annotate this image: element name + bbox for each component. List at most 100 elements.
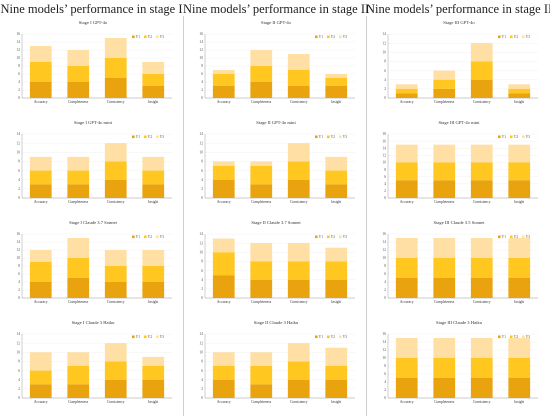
y-tick-label: 6 [18,369,20,373]
x-tick-label: Accuracy [34,400,48,404]
bar-segment [67,366,90,385]
bar-segment [508,180,531,198]
y-tick-label: 14 [16,332,20,336]
bar-segment [433,162,456,181]
y-tick-label: 10 [199,150,203,154]
bar-segment [212,74,235,86]
legend-swatch [498,335,501,339]
bar-segment [433,180,456,198]
bar-segment [508,258,531,278]
bar-segment [142,356,165,366]
bar-segment [508,278,531,298]
bar-segment [325,379,348,398]
y-tick-label: 6 [384,175,386,179]
y-tick-label: 14 [382,340,386,344]
bar-segment [287,179,310,198]
bar-segment [67,258,90,278]
y-tick-label: 0 [18,396,20,400]
legend-label: Y2 [514,235,519,239]
x-tick-label: Accuracy [217,300,231,304]
y-tick-label: 4 [18,178,20,182]
y-tick-label: 2 [384,189,386,193]
bar-segment [142,170,165,185]
legend-swatch [522,35,525,39]
bar-segment [142,184,165,198]
bar-segment [325,170,348,185]
x-tick-label: Accuracy [217,100,231,104]
chart-panel: Stage I Claude 3.7 Sonnet Y1 Y2 Y3 0 2 4 6 8 10 12… [0,216,183,316]
x-tick-label: Completeness [251,400,272,404]
legend-label: Y3 [160,335,165,339]
bar-segment [250,243,273,262]
chart-title: Stage I GPT-4o mini [74,120,113,125]
bar-segment [508,378,531,398]
chart-title: Stage I Claude 3.7 Sonnet [69,220,118,225]
x-tick-label: Insight [148,100,158,104]
y-tick-label: 2 [18,187,20,191]
bar-segment [142,62,165,74]
y-tick-label: 10 [16,56,20,60]
bar-segment [325,78,348,86]
y-tick-label: 8 [18,160,20,164]
bar-segment [470,238,493,258]
y-tick-label: 12 [382,154,386,158]
y-tick-label: 12 [16,48,20,52]
legend-swatch [156,335,159,339]
bar-segment [325,86,348,98]
x-tick-label: Completeness [68,300,89,304]
bar-segment [433,378,456,398]
y-tick-label: 6 [18,169,20,173]
legend-label: Y3 [343,335,348,339]
bar-segment [325,74,348,78]
x-tick-label: Insight [514,300,524,304]
y-tick-label: 8 [201,260,203,264]
legend-label: Y3 [343,35,348,39]
chart-title: Stage III Claude 3 Haiku [436,320,483,325]
legend-label: Y3 [160,135,165,139]
y-tick-label: 4 [201,80,203,84]
x-tick-label: Consistency [107,400,125,404]
bar-segment [29,46,52,62]
legend-label: Y1 [136,35,141,39]
bar-segment [104,58,127,78]
legend-swatch [327,335,330,339]
bar-segment [212,366,235,380]
bar-segment [212,352,235,366]
y-tick-label: 10 [382,256,386,260]
legend-label: Y1 [502,235,507,239]
bar-segment [395,378,418,398]
bar-segment [325,347,348,366]
bar-segment [212,86,235,98]
x-tick-label: Accuracy [400,200,414,204]
bar-segment [29,282,52,298]
bar-segment [67,156,90,171]
bar-segment [67,184,90,198]
y-tick-label: 4 [384,380,386,384]
bar-segment [142,86,165,98]
y-tick-label: 8 [201,360,203,364]
y-tick-label: 2 [384,288,386,292]
legend-swatch [144,35,147,39]
chart-panel: Stage I GPT-4o mini Y1 Y2 Y3 0 2 4 6 8 10 12 14 Accu… [0,116,183,216]
legend-label: Y3 [526,335,531,339]
bar-segment [433,238,456,258]
chart-panel: Stage I GPT-4o Y1 Y2 Y3 0 2 4 6 8 10 12 14 16 Accurac… [0,16,183,116]
chart-title: Stage II Claude 3.7 Sonnet [251,220,301,225]
y-tick-label: 0 [18,96,20,100]
y-tick-label: 2 [18,288,20,292]
bar-segment [212,161,235,166]
column-divider [183,16,184,416]
bar-segment [142,250,165,266]
x-tick-label: Completeness [434,300,455,304]
bar-segment [250,261,273,280]
x-tick-label: Consistency [290,300,308,304]
legend-swatch [510,35,513,39]
y-tick-label: 6 [18,272,20,276]
x-tick-label: Completeness [434,400,455,404]
bar-segment [212,238,235,253]
y-tick-label: 16 [16,32,20,36]
y-tick-label: 0 [384,396,386,400]
bar-segment [395,84,418,89]
y-tick-label: 4 [18,378,20,382]
x-tick-label: Completeness [68,100,89,104]
